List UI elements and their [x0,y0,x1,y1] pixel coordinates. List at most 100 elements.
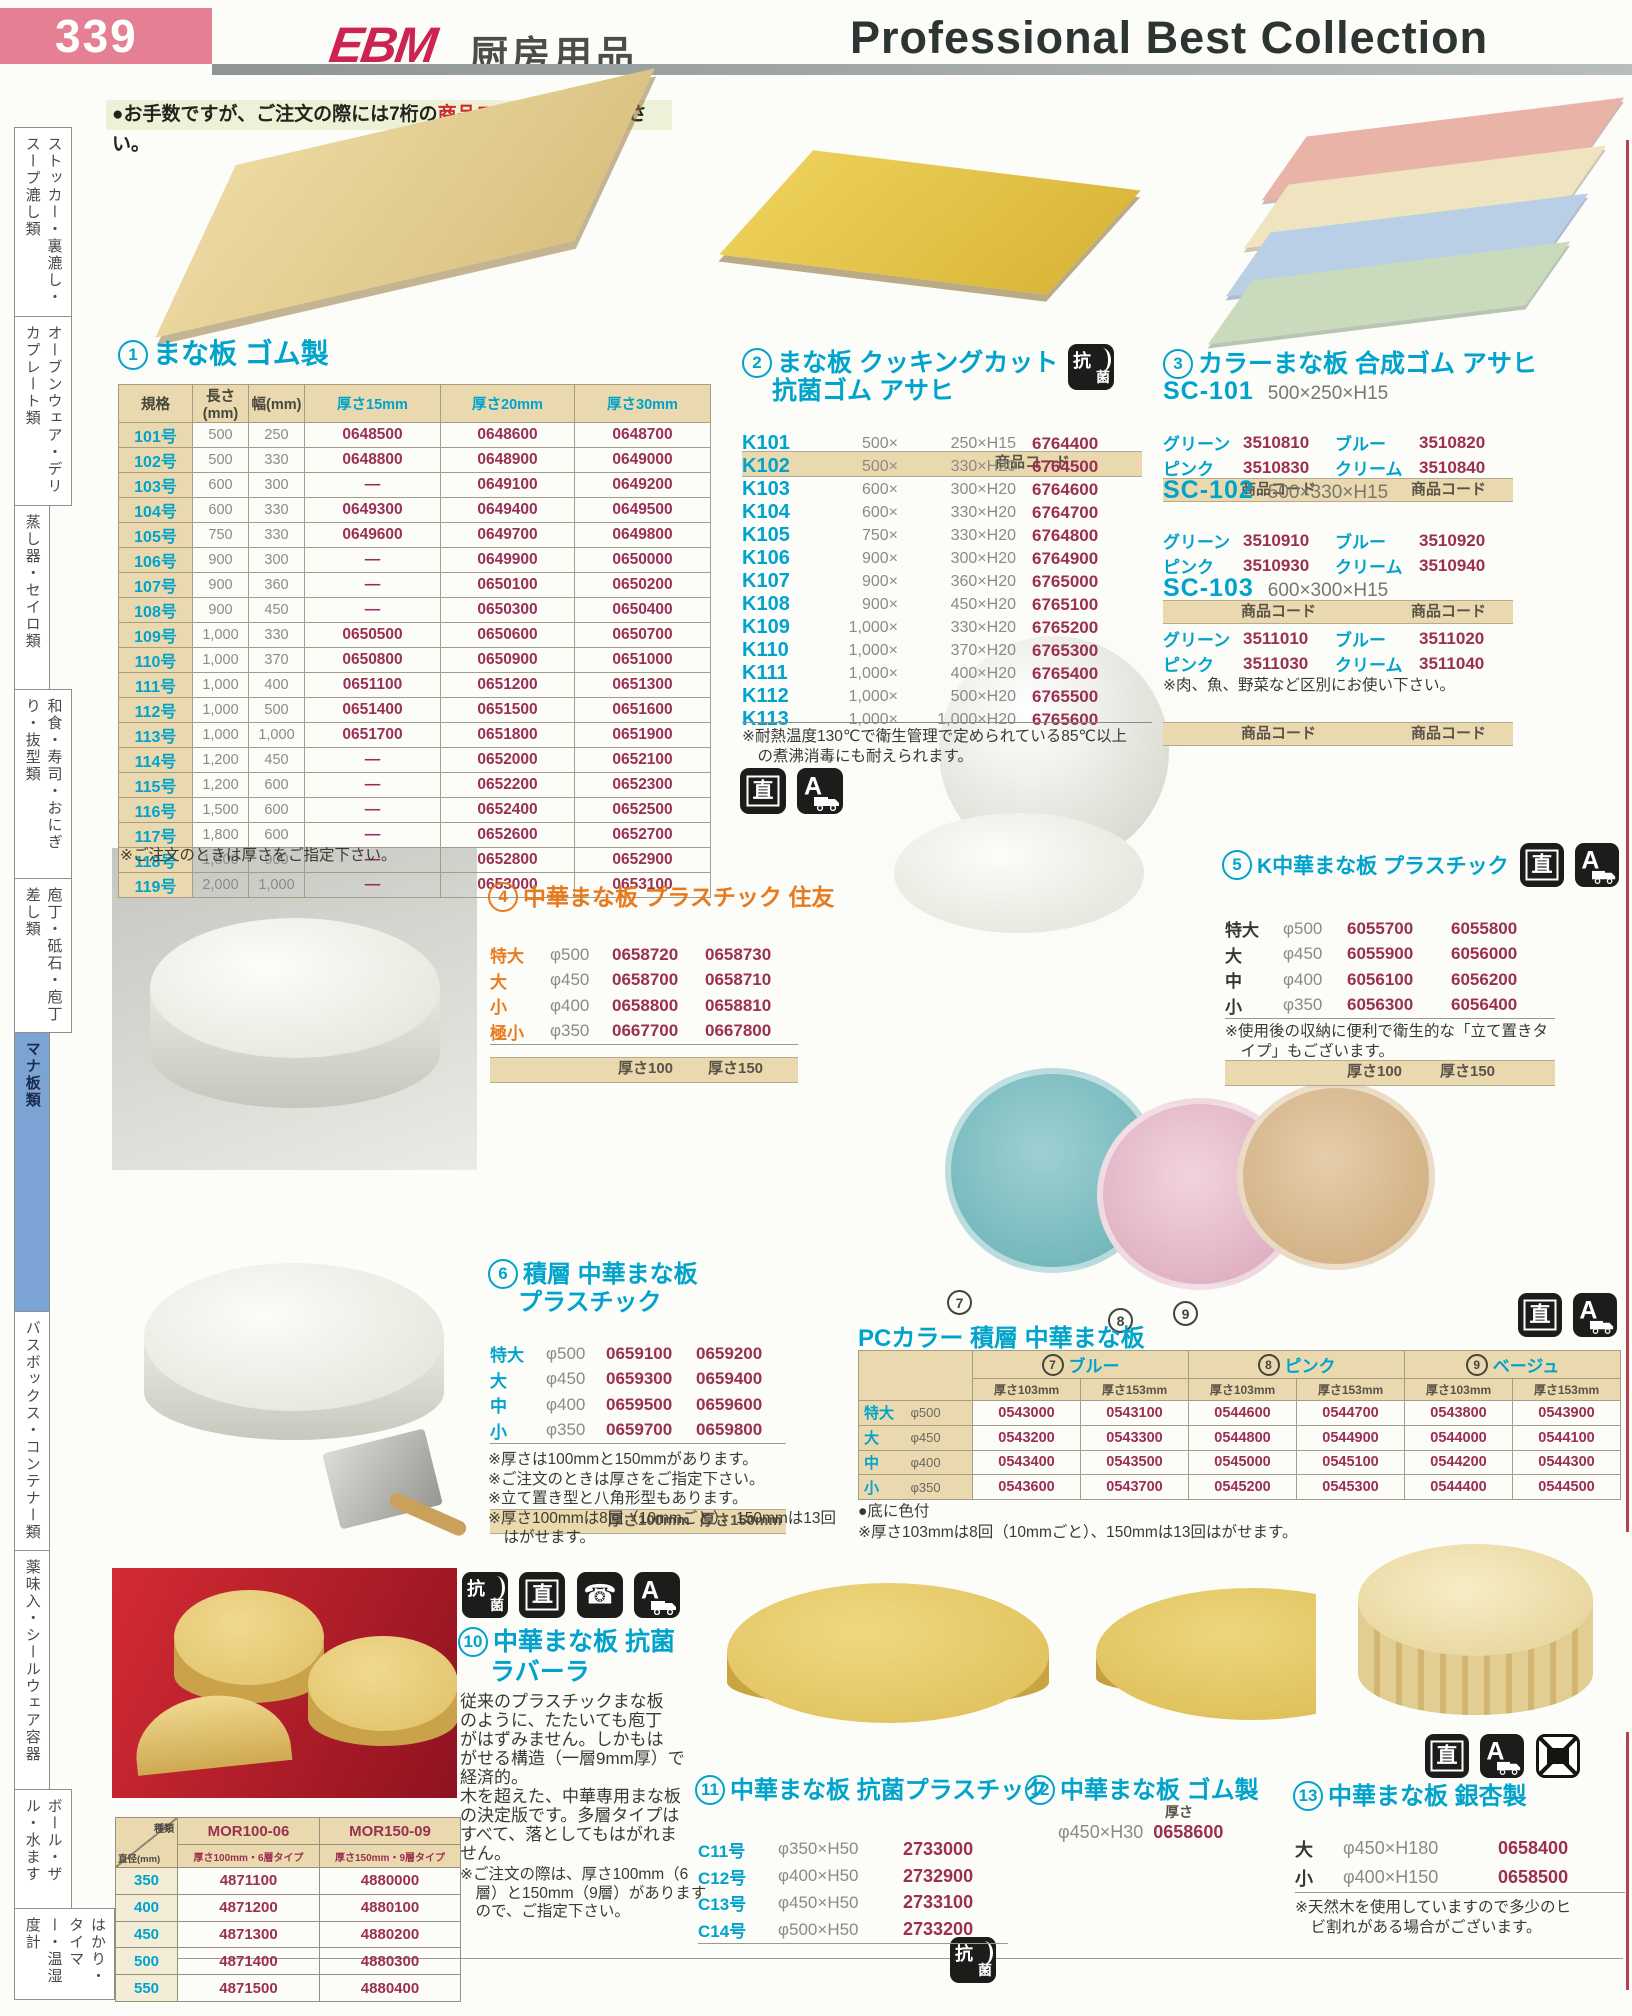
antibacterial-icon: 抗菌 [1068,344,1114,390]
table-cell: 6764500 [1032,456,1099,476]
table-cell: φ350×H50 [778,1839,859,1859]
table-row: 極小 φ350 0667700 0667800 [490,1019,798,1045]
pc-icons: 直 A [1518,1293,1618,1337]
table-cell: 0649800 [574,522,711,548]
table-cell: 極小 [490,1023,524,1043]
table-cell: 6055700 [1347,918,1414,938]
table-cell: 3511040 [1419,653,1485,673]
table-cell: — [304,822,441,848]
table-cell: 0545100 [1296,1449,1405,1476]
table-cell: 900 [192,547,249,573]
table-row: ピンク 3511030 クリーム 3511040 [1163,651,1511,676]
table-cell: 370×H20 [950,641,1016,659]
table-cell: 0658700 [612,970,679,990]
table-cell: φ400×H50 [778,1866,859,1886]
table-cell: ピンク [1163,558,1214,577]
sc102-heading: SC-102 500×330×H15 [1163,476,1388,505]
truck-delivery-icon: A [797,768,844,814]
table-cell: 2733100 [903,1892,974,1913]
direct-delivery-icon: 直 [1518,1293,1562,1337]
table-cell: 3510840 [1419,457,1486,477]
antibacterial-round-board-photo [715,1558,1065,1763]
direct-glyph: 直 [1525,849,1559,881]
table-cell: 1,000 [192,722,249,748]
table-row: 特大 φ500 6055700 6055800 [1225,916,1555,942]
note-line: はがせます。 [488,1529,595,1546]
model-size: 500×330×H15 [1267,482,1389,503]
table-cell: K110 [742,639,789,661]
thickness-header: 厚さ150mm・9層タイプ [319,1844,461,1868]
sidebar-item-yakumi: 薬味入・シールウェア容器 [14,1550,50,1790]
table-row: C12号 φ400×H50 2732900 [698,1863,1008,1890]
table-cell: 0650600 [440,622,575,648]
section5-title-text: K中華まな板 プラスチック [1257,855,1509,878]
table-cell: 450×H20 [950,595,1016,613]
truck-glyph [1592,870,1616,884]
section3-note: ※肉、魚、野菜など区別にお使い下さい。 [1163,677,1455,694]
table-cell: 900 [192,572,249,598]
table-cell: 118号 [118,847,193,873]
table-cell: 0543300 [1080,1424,1189,1451]
table-cell: 1,000× [848,641,898,659]
table-cell: 0649100 [440,472,575,498]
table-cell: φ450×H50 [778,1892,859,1912]
code-header-label: 商品コード [1411,603,1487,620]
sidebar-item-label: 庖丁・砥石・庖丁差し類 [23,887,63,1023]
table-cell: 0652200 [440,772,575,798]
table-row: 105号 750 330 0649600 0649700 0649800 [118,522,711,548]
table-cell: — [304,872,441,898]
thickness-header: 厚さ153mm [1080,1378,1189,1401]
note-line: ※ご注文の際は、厚さ100mm（6 [460,1866,689,1883]
table-row: C13号 φ450×H50 2733100 [698,1890,1008,1917]
sidebar-item-label: マナ板類 [23,1041,41,1109]
table-cell: 0652500 [574,797,711,823]
table-row: 108号 900 450—0650300 0650400 [118,597,711,623]
table-cell: 特大 [1225,921,1259,941]
desc-line: がせる構造（一層9mm厚）で [460,1749,685,1768]
table-cell: φ500 [1283,918,1323,938]
desc-line: 従来のプラスチックまな板 [460,1692,664,1711]
thickness-header: 厚さ150 [1440,1063,1496,1080]
marker-7: 7 [947,1290,972,1315]
table-row: K111 1,000× 400×H20 6765400 [742,662,1136,685]
table-cell: 600 [192,497,249,523]
section6-notes: ※厚さは100mmと150mmがあります。 ※ご注文のときは厚さをご指定下さい。… [488,1450,918,1548]
section4-title: 4 中華まな板 プラスチック 住友 [488,878,834,912]
table-cell: 6055900 [1347,944,1414,964]
table-cell: 330×H20 [950,503,1016,521]
section11-number: 11 [695,1775,725,1805]
table-cell: 115号 [118,772,193,798]
table-cell: 400 [115,1893,178,1922]
table-cell: 0651600 [574,697,711,723]
table-cell: ブルー [1335,533,1386,552]
table-cell: 1,000× [848,687,898,705]
table-cell: 0650000 [574,547,711,573]
table-cell: — [304,797,441,823]
model-code: SC-101 [1163,377,1254,405]
table-cell: — [304,472,441,498]
table-cell: 0649200 [574,472,711,498]
rubber-board-photo [150,68,662,338]
table-cell: 0544200 [1404,1449,1513,1476]
table-row: K110 1,000× 370×H20 6765300 [742,639,1136,662]
table-cell: 450 [248,747,305,773]
table-cell: K105 [742,524,790,546]
table-cell: 3510910 [1243,530,1310,550]
table-cell: 0667800 [705,1021,772,1041]
table-row: ピンク 3510930 クリーム 3510940 [1163,553,1511,578]
desc-line: の決定版です。多層タイプは [460,1806,680,1825]
table-cell: 0652800 [440,847,575,873]
table-row: 特大 φ500 0659100 0659200 [490,1341,786,1367]
section10-title-line1: 中華まな板 抗菌 [493,1628,675,1656]
model-header: MOR150-09 [319,1817,461,1845]
table-cell: 4871100 [177,1867,320,1895]
table-cell: 0659800 [696,1420,763,1440]
table-cell: ピンク [1163,656,1214,675]
cylinder-top [150,918,440,1058]
table-cell: 1,000 [192,622,249,648]
thickness-header: 厚さ150mm [700,1512,782,1529]
section12-data: φ450×H30 0658600 [1058,1822,1223,1843]
anti-bottom-glyph: 菌 [1096,369,1110,385]
table-cell: φ450 [550,970,590,990]
